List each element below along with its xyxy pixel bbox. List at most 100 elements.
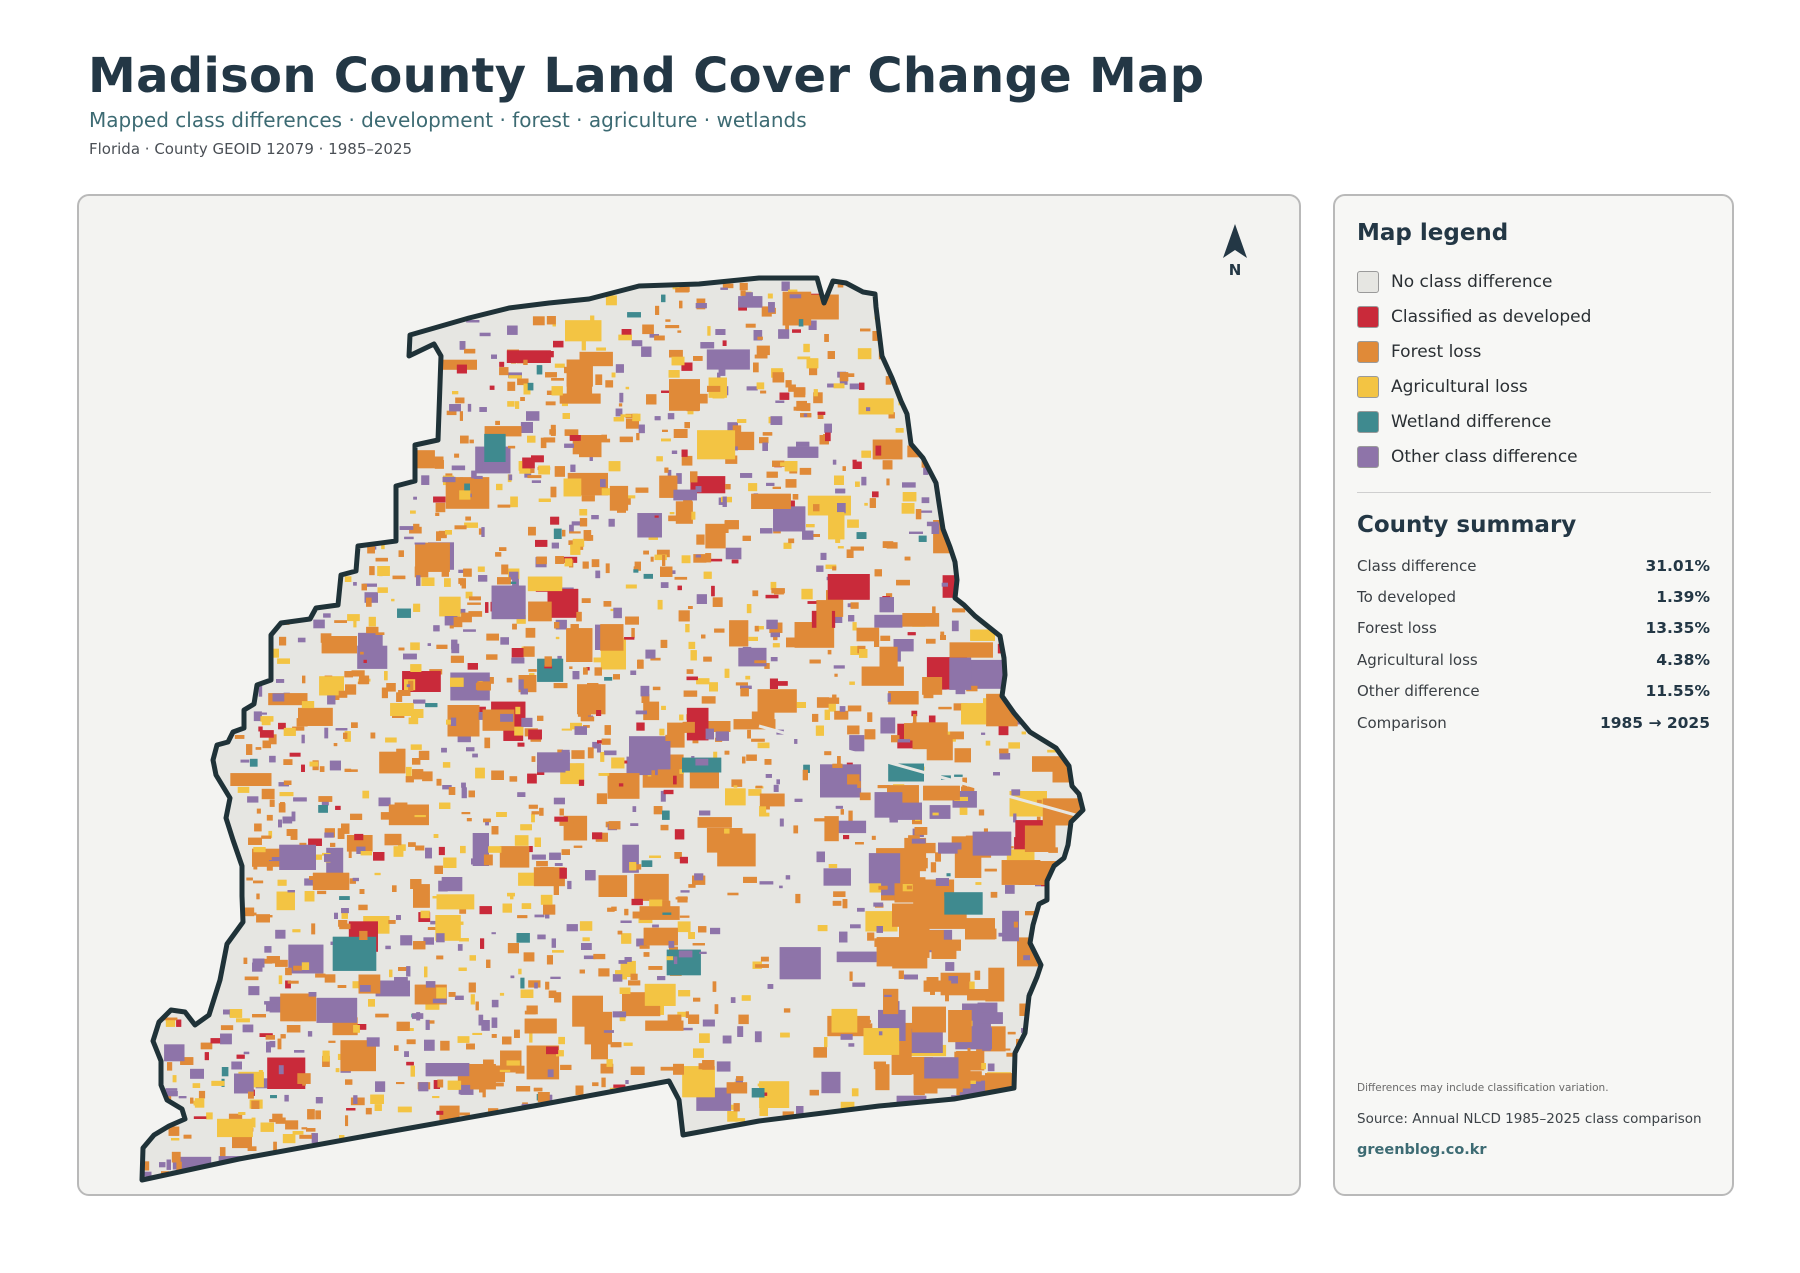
change-patch <box>477 566 485 572</box>
legend-item-agricultural-loss[interactable]: Agricultural loss <box>1357 369 1707 404</box>
change-patch <box>402 817 408 824</box>
change-patch <box>896 579 910 586</box>
legend-item-wetland[interactable]: Wetland difference <box>1357 404 1707 439</box>
change-patch <box>824 816 839 842</box>
change-patch <box>344 731 351 742</box>
legend-item-no-change[interactable]: No class difference <box>1357 264 1707 299</box>
change-patch <box>338 690 348 698</box>
change-patch <box>669 512 675 515</box>
change-patch <box>675 287 689 293</box>
change-patch <box>570 544 581 555</box>
change-patch <box>919 510 933 513</box>
summary-row: Comparison 1985 → 2025 <box>1357 707 1710 738</box>
change-patch <box>669 349 683 358</box>
change-patch <box>1008 742 1020 749</box>
change-patch <box>820 774 828 784</box>
change-patch <box>499 547 507 551</box>
change-patch <box>595 374 603 385</box>
change-patch <box>520 824 532 831</box>
change-patch <box>850 602 859 609</box>
change-patch <box>484 433 506 462</box>
change-patch <box>392 575 406 580</box>
change-patch <box>460 578 466 586</box>
change-patch <box>923 785 960 801</box>
change-patch <box>592 741 600 749</box>
change-patch <box>408 842 416 847</box>
change-patch <box>820 552 827 560</box>
change-patch <box>508 372 522 378</box>
legend-item-developed[interactable]: Classified as developed <box>1357 299 1707 334</box>
change-patch <box>783 1008 791 1013</box>
map-panel[interactable] <box>77 194 1301 1196</box>
change-patch <box>572 671 580 680</box>
change-patch <box>783 950 796 958</box>
change-patch <box>341 913 348 919</box>
change-patch <box>859 649 868 658</box>
change-patch <box>260 716 274 722</box>
change-patch <box>716 1061 731 1072</box>
change-patch <box>785 380 792 388</box>
county-map[interactable] <box>79 196 1301 1196</box>
change-patch <box>981 732 986 735</box>
change-patch <box>755 785 763 789</box>
change-patch <box>873 902 884 907</box>
change-patch <box>497 504 511 508</box>
change-patch <box>667 1014 682 1026</box>
change-patch <box>327 694 336 705</box>
change-patch <box>564 558 573 567</box>
change-patch <box>655 305 660 315</box>
change-patch <box>512 623 517 630</box>
legend-item-forest-loss[interactable]: Forest loss <box>1357 334 1707 369</box>
change-patch <box>373 852 385 861</box>
change-patch <box>885 376 892 385</box>
change-patch <box>442 785 452 790</box>
change-patch <box>565 320 602 342</box>
change-patch <box>450 717 457 726</box>
change-patch <box>312 872 350 890</box>
change-patch <box>613 1084 626 1091</box>
change-patch <box>611 757 625 769</box>
change-patch <box>566 924 578 932</box>
change-patch <box>517 792 526 797</box>
change-patch <box>404 1051 409 1057</box>
change-patch <box>315 1097 323 1104</box>
change-patch <box>499 992 505 996</box>
change-patch <box>537 934 546 940</box>
change-patch <box>569 531 581 534</box>
change-patch <box>884 994 892 997</box>
change-patch <box>478 528 483 535</box>
change-patch <box>813 1047 827 1058</box>
change-patch <box>417 450 435 469</box>
change-patch <box>436 778 442 786</box>
change-patch <box>587 683 599 689</box>
change-patch <box>516 1086 531 1092</box>
change-patch <box>966 685 978 692</box>
change-patch <box>686 676 698 681</box>
change-patch <box>840 1101 855 1113</box>
change-patch <box>551 542 559 549</box>
change-patch <box>850 646 860 655</box>
change-patch <box>674 576 688 580</box>
change-patch <box>496 812 507 817</box>
legend-item-other[interactable]: Other class difference <box>1357 439 1707 474</box>
change-patch <box>648 966 663 970</box>
change-patch <box>699 721 731 732</box>
legend-label: No class difference <box>1391 271 1553 292</box>
change-patch <box>770 416 783 425</box>
change-patch <box>348 851 352 858</box>
change-patch <box>375 632 385 635</box>
change-patch <box>533 1087 543 1092</box>
page-title: Madison County Land Cover Change Map <box>88 48 1205 104</box>
change-patch <box>555 556 564 564</box>
change-patch <box>363 583 377 587</box>
change-patch <box>679 856 688 864</box>
change-patch <box>699 951 707 954</box>
change-patch <box>906 885 912 890</box>
legend-label: Agricultural loss <box>1391 376 1528 397</box>
change-patch <box>759 812 770 817</box>
change-patch <box>553 340 564 348</box>
change-patch <box>770 581 777 590</box>
change-patch <box>985 740 991 746</box>
site-link[interactable]: greenblog.co.kr <box>1357 1142 1487 1158</box>
change-patch <box>491 585 526 620</box>
